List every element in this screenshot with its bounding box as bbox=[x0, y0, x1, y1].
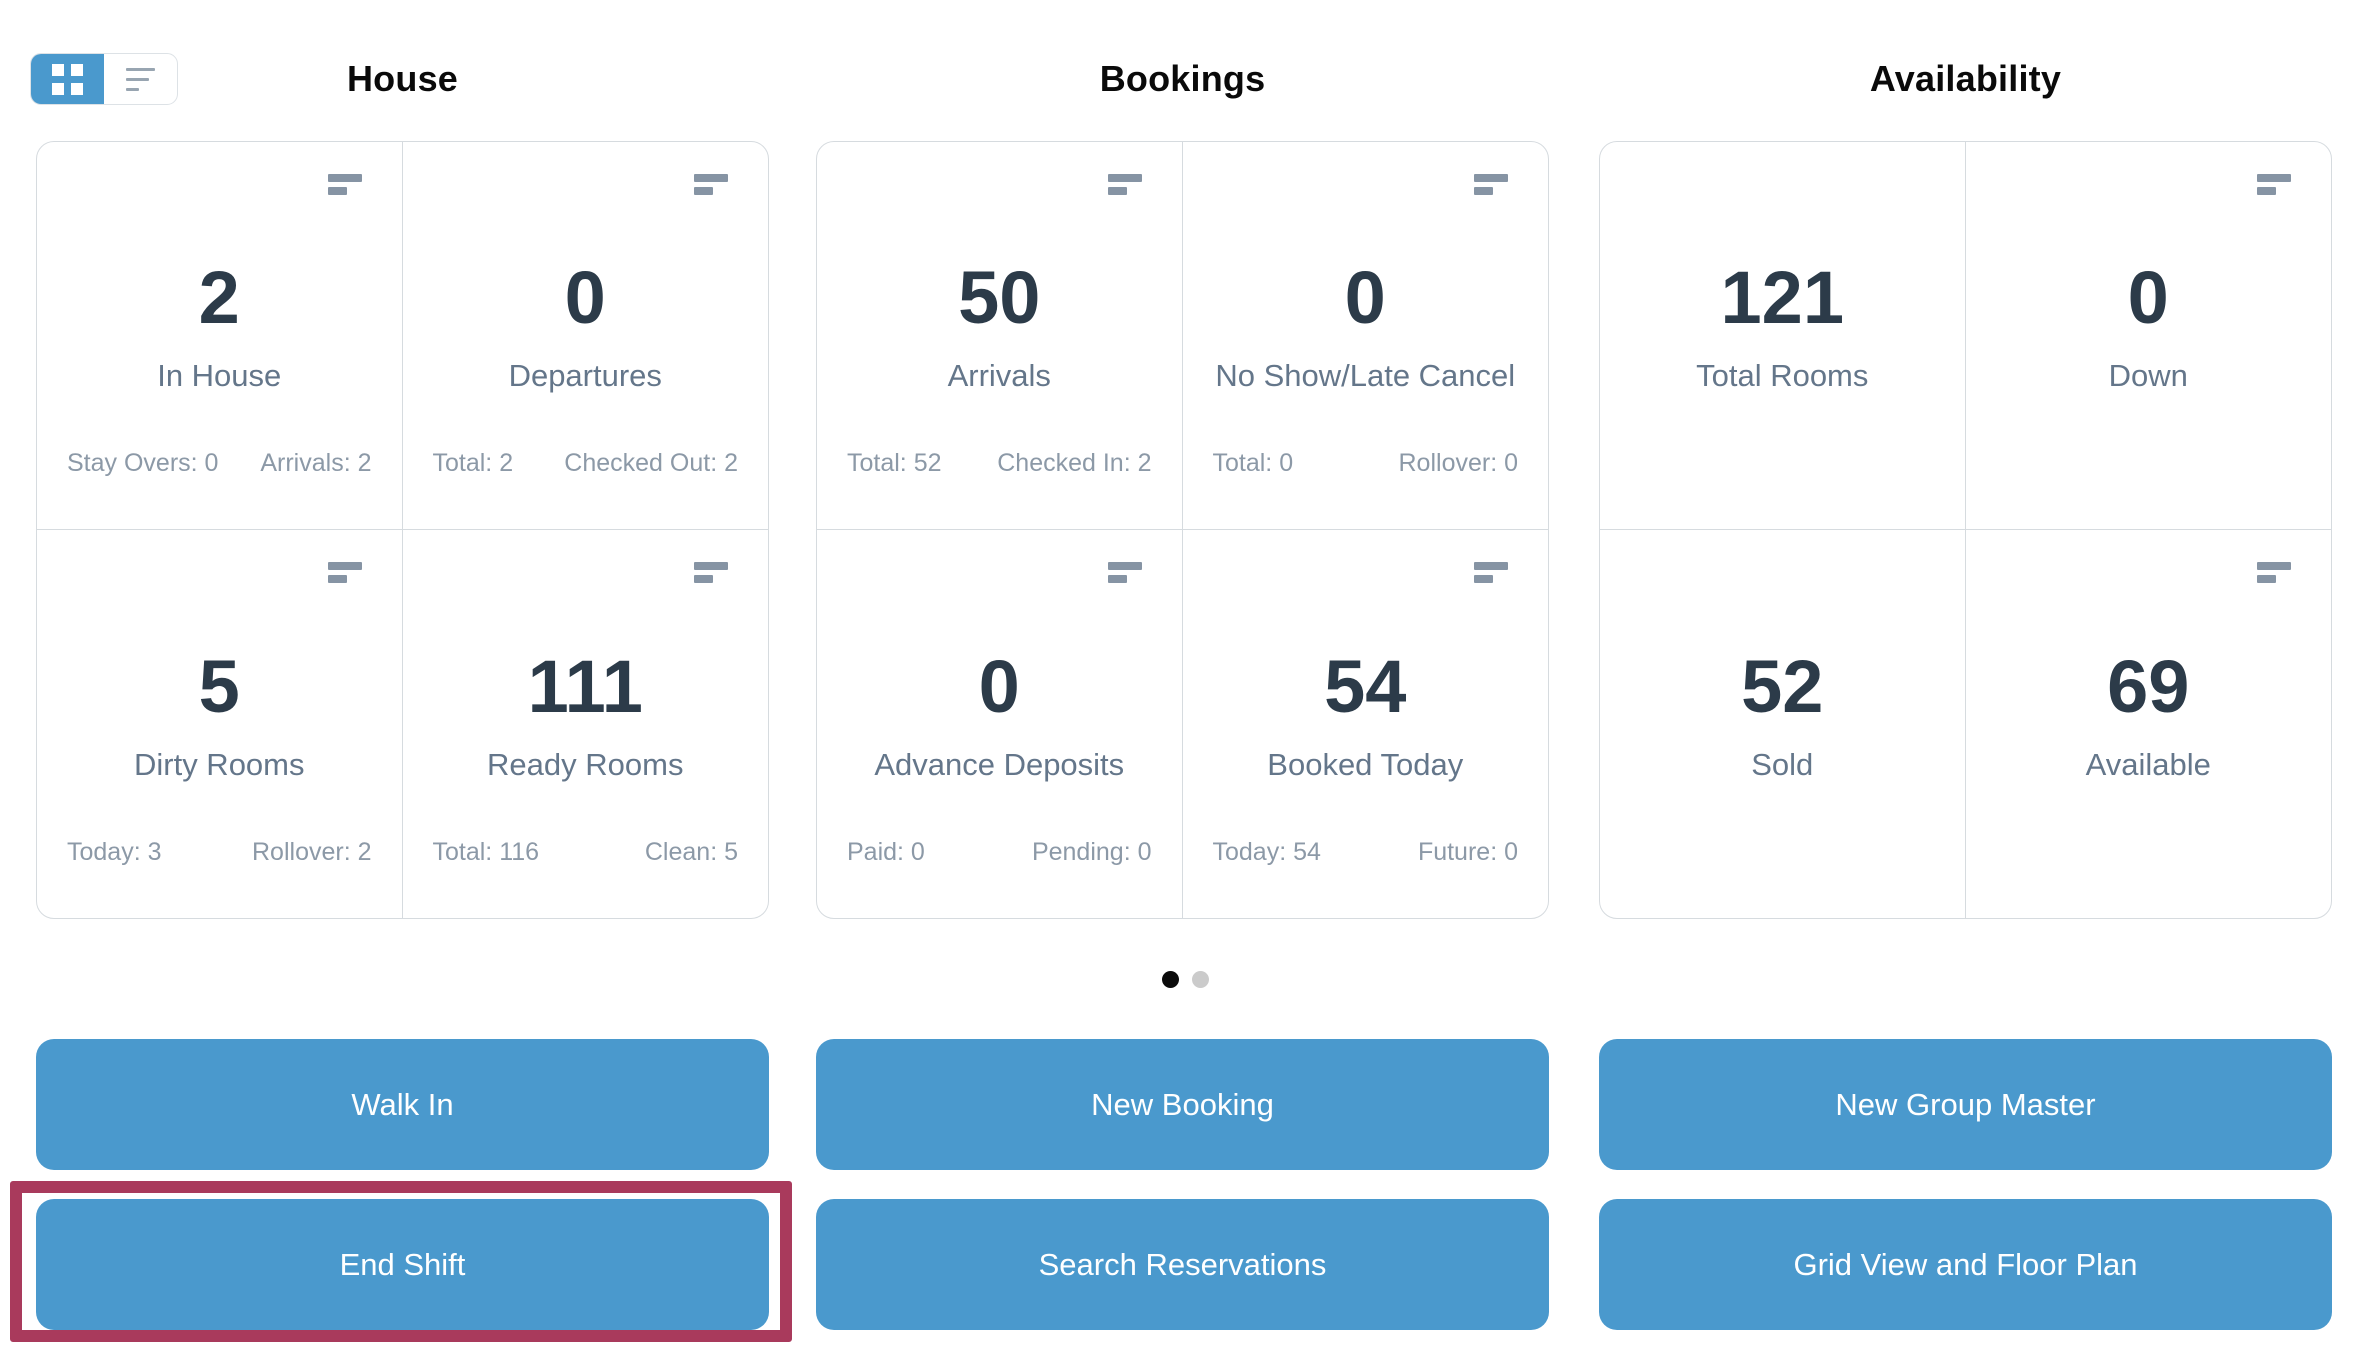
stat-value: 69 bbox=[2107, 644, 2190, 728]
stat-label: In House bbox=[157, 358, 282, 394]
availability-card-group: 121 Total Rooms 0 Down 52 Sold bbox=[1599, 141, 2332, 919]
card-menu-icon[interactable] bbox=[1107, 174, 1142, 195]
stat-label: Total Rooms bbox=[1696, 358, 1869, 394]
stat-label: Departures bbox=[508, 358, 662, 394]
stat-footer-right: Future: 0 bbox=[1417, 838, 1518, 866]
stat-card-advance-deposits: 0 Advance Deposits Paid: 0 Pending: 0 bbox=[817, 530, 1183, 918]
stat-card-sold: 52 Sold bbox=[1600, 530, 1966, 918]
carousel-dot-1[interactable] bbox=[1161, 971, 1179, 988]
card-menu-icon[interactable] bbox=[2257, 562, 2291, 583]
search-reservations-button[interactable]: Search Reservations bbox=[816, 1199, 1549, 1330]
stat-label: Down bbox=[2108, 358, 2188, 394]
grid-view-and-floor-plan-button[interactable]: Grid View and Floor Plan bbox=[1599, 1199, 2332, 1330]
card-menu-icon[interactable] bbox=[1107, 562, 1142, 583]
card-menu-icon[interactable] bbox=[2257, 174, 2291, 195]
section-title-availability: Availability bbox=[1869, 58, 2062, 99]
stat-value: 5 bbox=[198, 644, 240, 728]
stat-footer-left: Total: 116 bbox=[432, 838, 540, 866]
stat-card-no-show-late-cancel: 0 No Show/Late Cancel Total: 0 Rollover:… bbox=[1182, 142, 1548, 530]
stat-label: Available bbox=[2085, 746, 2211, 782]
stat-footer-right: Rollover: 0 bbox=[1398, 449, 1519, 477]
stat-label: Booked Today bbox=[1267, 746, 1464, 782]
carousel-dots bbox=[0, 971, 2370, 988]
stat-footer-left: Total: 2 bbox=[432, 449, 514, 477]
bookings-card-group: 50 Arrivals Total: 52 Checked In: 2 0 No… bbox=[816, 141, 1549, 919]
stat-card-down: 0 Down bbox=[1965, 142, 2331, 530]
stat-label: Dirty Rooms bbox=[133, 746, 305, 782]
stat-value: 0 bbox=[2127, 256, 2169, 340]
stat-footer-left: Total: 52 bbox=[847, 449, 942, 477]
grid-icon bbox=[52, 63, 83, 95]
stat-label: No Show/Late Cancel bbox=[1215, 358, 1516, 394]
stat-value: 0 bbox=[1344, 256, 1386, 340]
stat-value: 52 bbox=[1741, 644, 1824, 728]
stat-value: 2 bbox=[198, 256, 240, 340]
stat-card-in-house: 2 In House Stay Overs: 0 Arrivals: 2 bbox=[37, 142, 403, 530]
stat-card-total-rooms: 121 Total Rooms bbox=[1600, 142, 1966, 530]
stat-card-ready-rooms: 111 Ready Rooms Total: 116 Clean: 5 bbox=[403, 530, 769, 918]
stat-footer-right: Checked In: 2 bbox=[997, 449, 1152, 477]
stat-footer-left: Today: 3 bbox=[67, 838, 162, 866]
stat-value: 54 bbox=[1324, 644, 1407, 728]
stat-footer-left: Total: 0 bbox=[1212, 449, 1294, 477]
card-menu-icon[interactable] bbox=[1474, 562, 1508, 583]
section-title-house: House bbox=[346, 58, 459, 99]
stat-label: Advance Deposits bbox=[874, 746, 1125, 782]
new-group-master-button[interactable]: New Group Master bbox=[1599, 1039, 2332, 1170]
stat-footer-right: Rollover: 2 bbox=[252, 838, 372, 866]
stat-card-dirty-rooms: 5 Dirty Rooms Today: 3 Rollover: 2 bbox=[37, 530, 403, 918]
stat-footer-right: Pending: 0 bbox=[1031, 838, 1152, 866]
carousel-dot-2[interactable] bbox=[1191, 971, 1209, 988]
list-icon bbox=[125, 67, 156, 91]
stat-footer-left: Paid: 0 bbox=[847, 838, 925, 866]
stat-value: 50 bbox=[958, 256, 1041, 340]
stat-card-available: 69 Available bbox=[1966, 530, 2332, 918]
end-shift-button[interactable]: End Shift bbox=[36, 1199, 769, 1330]
stat-card-booked-today: 54 Booked Today Today: 54 Future: 0 bbox=[1183, 530, 1549, 918]
card-menu-icon[interactable] bbox=[1474, 174, 1508, 195]
walk-in-button[interactable]: Walk In bbox=[36, 1039, 769, 1170]
stat-label: Sold bbox=[1751, 746, 1814, 782]
section-title-bookings: Bookings bbox=[1099, 58, 1266, 99]
stat-footer-right: Checked Out: 2 bbox=[564, 449, 738, 477]
stat-footer-left: Today: 54 bbox=[1212, 838, 1321, 866]
stat-value: 0 bbox=[564, 256, 606, 340]
grid-view-toggle-button[interactable] bbox=[31, 54, 104, 104]
stat-card-arrivals: 50 Arrivals Total: 52 Checked In: 2 bbox=[817, 142, 1183, 530]
view-toggle-group bbox=[30, 53, 178, 105]
stat-label: Ready Rooms bbox=[487, 746, 684, 782]
stat-value: 111 bbox=[527, 644, 643, 728]
new-booking-button[interactable]: New Booking bbox=[816, 1039, 1549, 1170]
stat-footer-right: Arrivals: 2 bbox=[260, 449, 372, 477]
card-menu-icon[interactable] bbox=[327, 562, 362, 583]
card-menu-icon[interactable] bbox=[694, 174, 728, 195]
stat-label: Arrivals bbox=[947, 358, 1051, 394]
card-menu-icon[interactable] bbox=[327, 174, 362, 195]
stat-footer-left: Stay Overs: 0 bbox=[67, 449, 219, 477]
list-view-toggle-button[interactable] bbox=[104, 54, 177, 104]
card-menu-icon[interactable] bbox=[694, 562, 728, 583]
stat-card-departures: 0 Departures Total: 2 Checked Out: 2 bbox=[402, 142, 768, 530]
stat-value: 121 bbox=[1720, 256, 1844, 340]
house-card-group: 2 In House Stay Overs: 0 Arrivals: 2 0 D… bbox=[36, 141, 769, 919]
stat-footer-right: Clean: 5 bbox=[644, 838, 738, 866]
stat-value: 0 bbox=[978, 644, 1020, 728]
